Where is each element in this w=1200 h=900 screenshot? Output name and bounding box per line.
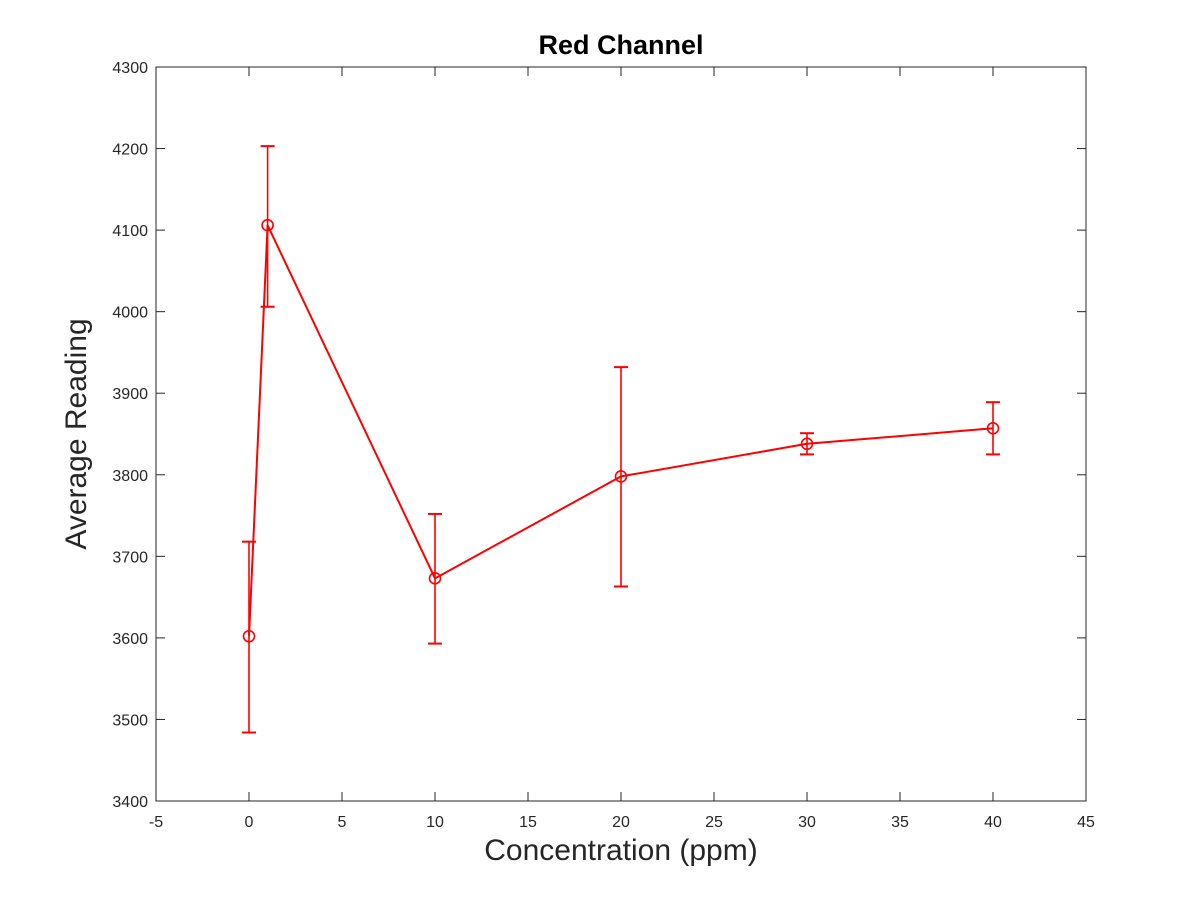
error-bar — [242, 540, 256, 734]
error-bar — [260, 145, 275, 308]
y-tick-label: 3400 — [112, 794, 148, 811]
y-axis-label: Average Reading — [60, 318, 93, 549]
y-tick-label: 3900 — [112, 386, 148, 403]
x-tick-label: 20 — [612, 814, 630, 831]
x-axis-label: Concentration (ppm) — [484, 834, 757, 867]
data-point-marker — [428, 572, 442, 585]
data-point-marker — [261, 218, 274, 232]
y-tick-label: 3700 — [112, 549, 148, 566]
data-point-marker — [242, 629, 256, 643]
chart-title: Red Channel — [538, 30, 703, 60]
data-point-marker — [614, 470, 628, 483]
y-tick-label: 3800 — [112, 468, 148, 485]
x-tick-label: 15 — [519, 814, 537, 831]
x-tick-label: 25 — [705, 814, 723, 831]
data-series — [242, 145, 1000, 734]
y-tick-label: 3500 — [112, 712, 148, 729]
data-point-marker — [986, 421, 1000, 435]
x-tick-label: 0 — [245, 814, 254, 831]
error-bar — [800, 432, 814, 456]
error-bar — [614, 366, 628, 588]
y-tick-label: 4200 — [112, 142, 148, 159]
y-tick-label: 4300 — [112, 60, 148, 77]
y-tick-label: 3600 — [112, 631, 148, 648]
x-tick-label: 5 — [338, 814, 347, 831]
x-tick-label: 40 — [984, 814, 1002, 831]
series-line — [248, 224, 994, 637]
error-bar — [428, 512, 442, 645]
error-bar — [986, 401, 1000, 456]
x-tick-label: -5 — [149, 814, 163, 831]
x-tick-label: 10 — [426, 814, 444, 831]
axis-ticks — [155, 66, 1087, 802]
x-tick-label: 35 — [891, 814, 909, 831]
y-tick-label: 4100 — [112, 223, 148, 240]
x-tick-label: 30 — [798, 814, 816, 831]
x-tick-label: 45 — [1077, 814, 1095, 831]
y-tick-label: 4000 — [112, 305, 148, 322]
axis-tick-labels: -5 0 5 10 15 20 25 30 35 40 45 3400 3500 3600 3700 3800… — [112, 60, 1095, 831]
data-point-marker — [800, 437, 814, 451]
